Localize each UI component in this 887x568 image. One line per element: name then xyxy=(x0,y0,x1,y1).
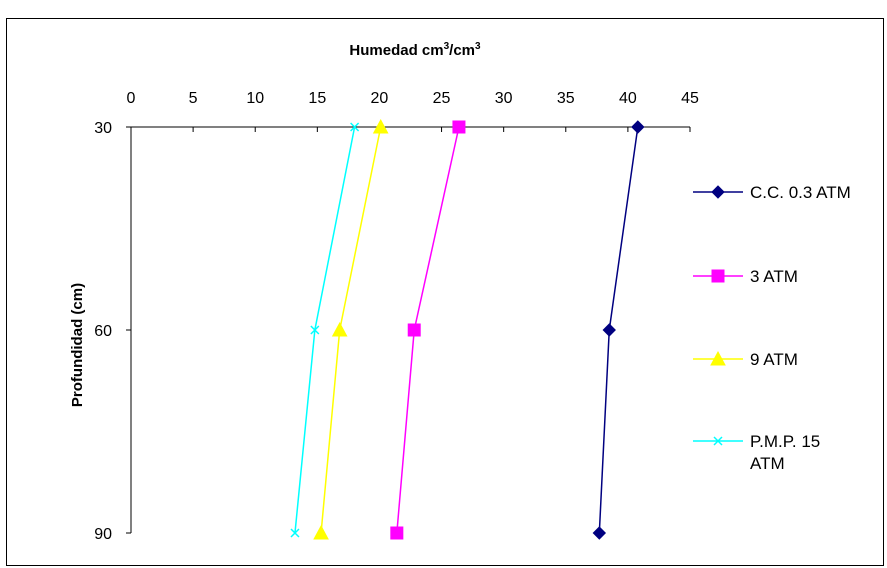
series-line xyxy=(396,126,460,534)
x-tick-label: 30 xyxy=(495,90,513,107)
chart-title: Humedad cm3/cm3 xyxy=(349,41,481,59)
legend-item: C.C. 0.3 ATM xyxy=(693,183,851,202)
legend-item: P.M.P. 15 ATM xyxy=(693,432,820,473)
series-3 xyxy=(290,122,360,538)
series-layer xyxy=(290,118,645,540)
chart-title-sup1: 3 xyxy=(444,41,450,52)
x-tick-label: 35 xyxy=(557,90,575,107)
axes: 0 5 10 15 20 25 30 35 40 45 30 60 90 xyxy=(94,90,699,543)
data-point xyxy=(602,323,616,337)
data-point xyxy=(290,528,300,538)
data-point xyxy=(310,325,320,335)
series-line xyxy=(294,126,356,534)
data-point xyxy=(350,122,360,132)
y-axis-label: Profundidad (cm) xyxy=(69,283,86,407)
legend-label: P.M.P. 15 xyxy=(750,432,820,451)
series-0 xyxy=(592,120,645,540)
y-tick-label: 60 xyxy=(94,323,112,340)
y-tick-label: 30 xyxy=(94,120,112,137)
legend-marker xyxy=(711,269,725,283)
x-tick-label: 20 xyxy=(371,90,389,107)
x-tick-label: 45 xyxy=(681,90,699,107)
data-point xyxy=(407,323,421,337)
x-tick-label: 25 xyxy=(433,90,451,107)
legend-marker xyxy=(713,436,723,446)
x-tick-label: 0 xyxy=(127,90,136,107)
legend-marker xyxy=(710,350,726,366)
legend-label: 3 ATM xyxy=(750,267,798,286)
chart-area xyxy=(6,18,884,566)
data-point xyxy=(390,526,404,540)
series-2 xyxy=(313,118,389,540)
legend-marker xyxy=(711,185,725,199)
data-point xyxy=(372,118,389,134)
data-point xyxy=(313,524,329,540)
legend-item: 3 ATM xyxy=(693,267,798,286)
chart-title-mid: /cm xyxy=(449,42,475,59)
x-tick-label: 40 xyxy=(619,90,637,107)
series-1 xyxy=(390,120,466,540)
legend: C.C. 0.3 ATM 3 ATM 9 ATM P.M.P. 15 ATM xyxy=(693,183,851,473)
data-point xyxy=(452,120,466,134)
x-tick-label: 5 xyxy=(189,90,198,107)
legend-item: 9 ATM xyxy=(693,350,798,369)
x-tick-label: 15 xyxy=(308,90,326,107)
y-tick-label: 90 xyxy=(94,526,112,543)
x-tick-label: 10 xyxy=(246,90,264,107)
series-line xyxy=(320,126,382,534)
data-point xyxy=(331,321,348,337)
data-point xyxy=(631,120,645,134)
data-point xyxy=(592,526,607,540)
chart-title-main: Humedad cm xyxy=(349,42,443,59)
legend-label-line2: ATM xyxy=(750,454,785,473)
legend-label: C.C. 0.3 ATM xyxy=(750,183,851,202)
chart-title-sup2: 3 xyxy=(475,41,481,52)
legend-label: 9 ATM xyxy=(750,350,798,369)
